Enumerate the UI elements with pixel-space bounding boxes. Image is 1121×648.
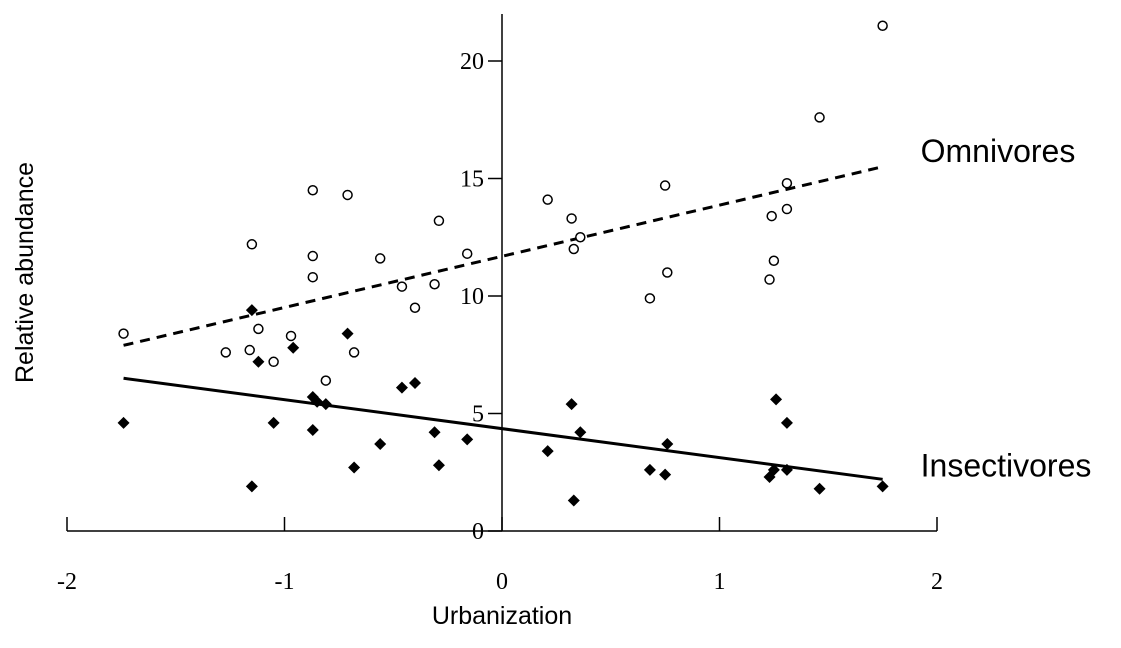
trend-lines: [123, 165, 883, 481]
insectivore-point: [770, 393, 783, 406]
insectivore-point: [767, 463, 780, 476]
series-label-insectivores: Insectivores: [921, 447, 1092, 483]
omnivore-point: [374, 253, 386, 264]
x-axis-title: Urbanization: [432, 602, 572, 630]
omnivore-point: [220, 347, 232, 358]
insectivore-point: [348, 461, 361, 474]
insectivore-point: [409, 376, 421, 389]
omnivore-point: [461, 248, 473, 259]
omnivore-point: [253, 323, 264, 335]
insectivore-point: [319, 398, 332, 411]
omnivore-point: [268, 356, 279, 368]
insectivore-point: [876, 480, 889, 493]
omnivore-point: [307, 271, 319, 283]
omnivore-point: [644, 293, 656, 304]
omnivore-point: [307, 250, 319, 262]
insectivore-point: [661, 438, 674, 451]
omnivore-point: [781, 177, 793, 189]
insectivore-point: [567, 494, 580, 507]
omnivore-point: [568, 243, 580, 255]
omnivore-point: [246, 239, 258, 250]
trend-line-omnivores: [123, 165, 883, 347]
omnivore-point: [320, 375, 332, 386]
insectivore-point: [395, 381, 408, 394]
x-tick-label: 0: [496, 569, 508, 595]
insectivore-point: [374, 438, 387, 451]
insectivore-point: [287, 341, 300, 354]
insectivore-point: [311, 395, 324, 408]
insectivore-point: [813, 482, 826, 495]
insectivore-point: [461, 433, 474, 446]
y-tick-label: 15: [460, 167, 484, 193]
insectivore-point: [252, 355, 265, 368]
omnivore-point: [348, 347, 360, 358]
insectivore-point: [541, 445, 554, 458]
omnivore-point: [285, 330, 297, 342]
omnivore-point: [814, 112, 825, 123]
y-axis-title: Relative abundance: [11, 162, 39, 383]
insectivore-point: [643, 463, 656, 476]
insectivore-point: [245, 480, 258, 493]
omnivore-point: [118, 328, 129, 339]
labels: Urbanization Relative abundance Omnivores I…: [11, 133, 1091, 630]
y-tick-label: 10: [460, 284, 484, 310]
insectivore-point: [267, 416, 280, 429]
x-tick-label: -2: [57, 569, 77, 595]
omnivore-point: [877, 20, 888, 31]
omnivore-point: [307, 185, 319, 196]
omnivore-point: [244, 344, 255, 356]
insectivore-point: [780, 463, 793, 476]
omnivore-point: [433, 215, 445, 227]
omnivore-point: [409, 302, 421, 313]
trend-line-insectivores: [123, 376, 883, 481]
series-label-omnivores: Omnivores: [921, 133, 1076, 169]
insectivore-point: [245, 304, 258, 317]
x-tick-label: 2: [931, 569, 943, 595]
omnivore-point: [662, 267, 673, 278]
y-tick-label: 0: [472, 519, 484, 545]
omnivore-point: [768, 255, 780, 266]
omnivore-point: [396, 281, 408, 292]
omnivore-point: [429, 279, 440, 290]
omnivore-point: [542, 194, 553, 205]
x-tick-label: 1: [714, 569, 726, 595]
x-tick-label: -1: [275, 569, 295, 595]
insectivore-point: [780, 416, 793, 429]
insectivore-point: [306, 423, 319, 436]
omnivore-point: [766, 210, 777, 222]
data-points: [117, 20, 889, 507]
omnivore-point: [764, 274, 775, 285]
omnivore-point: [566, 213, 577, 224]
omnivore-point: [659, 180, 671, 191]
insectivore-point: [117, 416, 130, 429]
insectivore-point: [659, 468, 672, 481]
y-tick-label: 5: [472, 402, 484, 428]
omnivore-point: [342, 189, 353, 201]
insectivore-point: [428, 426, 441, 439]
omnivore-point: [575, 232, 586, 243]
insectivore-point: [574, 426, 587, 439]
insectivore-point: [565, 398, 578, 411]
omnivore-point: [781, 203, 793, 215]
insectivore-point: [341, 327, 354, 340]
insectivore-point: [432, 459, 445, 472]
y-tick-label: 20: [460, 49, 484, 75]
